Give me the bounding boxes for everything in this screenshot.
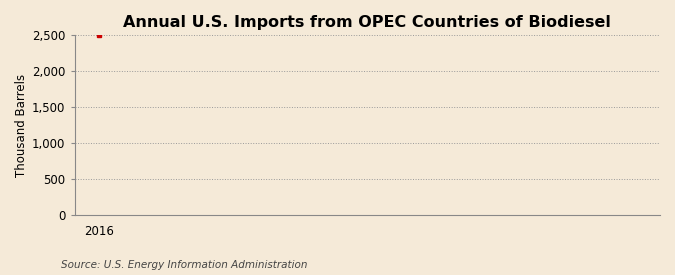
Title: Annual U.S. Imports from OPEC Countries of Biodiesel: Annual U.S. Imports from OPEC Countries … — [124, 15, 612, 30]
Y-axis label: Thousand Barrels: Thousand Barrels — [15, 74, 28, 177]
Text: Source: U.S. Energy Information Administration: Source: U.S. Energy Information Administ… — [61, 260, 307, 270]
